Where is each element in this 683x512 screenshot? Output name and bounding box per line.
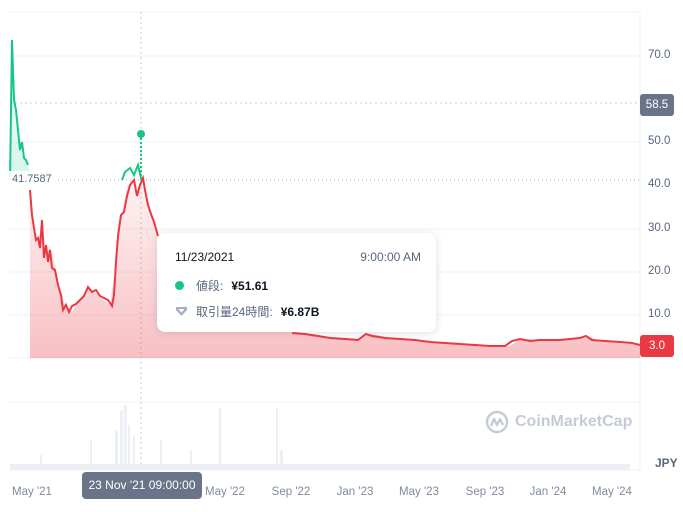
tooltip-volume-row: 取引量24時間: ¥6.87B [175, 303, 319, 320]
coinmarketcap-logo-icon [485, 410, 509, 434]
crosshair-date-label: 23 Nov '21 09:00:00 [82, 472, 202, 499]
price-line-green [9, 39, 29, 181]
y-tick-40: 40.0 [648, 178, 671, 190]
x-tick: May '22 [205, 486, 245, 498]
volume-bars [10, 405, 630, 470]
hover-tooltip: 11/23/2021 9:00:00 AM 値段: ¥51.61 取引量24時間… [157, 233, 436, 332]
high-price-badge: 58.5 [640, 94, 674, 116]
watermark-text: CoinMarketCap [515, 413, 633, 430]
x-tick: Sep '22 [271, 486, 311, 498]
price-line-green-peak [121, 161, 142, 181]
tooltip-date: 11/23/2021 [175, 250, 235, 264]
y-tick-20: 20.0 [648, 265, 671, 277]
volume-icon [176, 307, 187, 316]
tooltip-volume-label: 取引量24時間: [196, 305, 273, 319]
tooltip-price-row: 値段: ¥51.61 [175, 277, 268, 294]
x-tick: Jan '23 [336, 486, 374, 498]
price-dot-icon [175, 281, 184, 290]
watermark: CoinMarketCap [485, 410, 632, 434]
y-tick-10: 10.0 [648, 308, 671, 320]
hover-point [137, 130, 145, 138]
x-tick: May '23 [399, 486, 439, 498]
baseline-label: 41.7587 [8, 171, 56, 187]
x-tick: May '24 [592, 486, 632, 498]
y-tick-30: 30.0 [648, 222, 671, 234]
tooltip-time: 9:00:00 AM [360, 250, 421, 264]
y-tick-50: 50.0 [648, 135, 671, 147]
price-line-red [29, 174, 159, 315]
x-tick: Sep '23 [465, 486, 505, 498]
y-tick-70: 70.0 [648, 49, 671, 61]
current-price-badge: 3.0 [640, 335, 674, 357]
price-area-green [10, 40, 30, 180]
x-tick: May '21 [12, 486, 52, 498]
tooltip-volume-value: ¥6.87B [280, 304, 320, 319]
tooltip-price-label: 値段: [196, 279, 224, 293]
x-tick: Jan '24 [529, 486, 567, 498]
currency-label: JPY [655, 456, 678, 470]
price-line-red-tail [291, 332, 641, 347]
tooltip-price-value: ¥51.61 [231, 278, 269, 293]
